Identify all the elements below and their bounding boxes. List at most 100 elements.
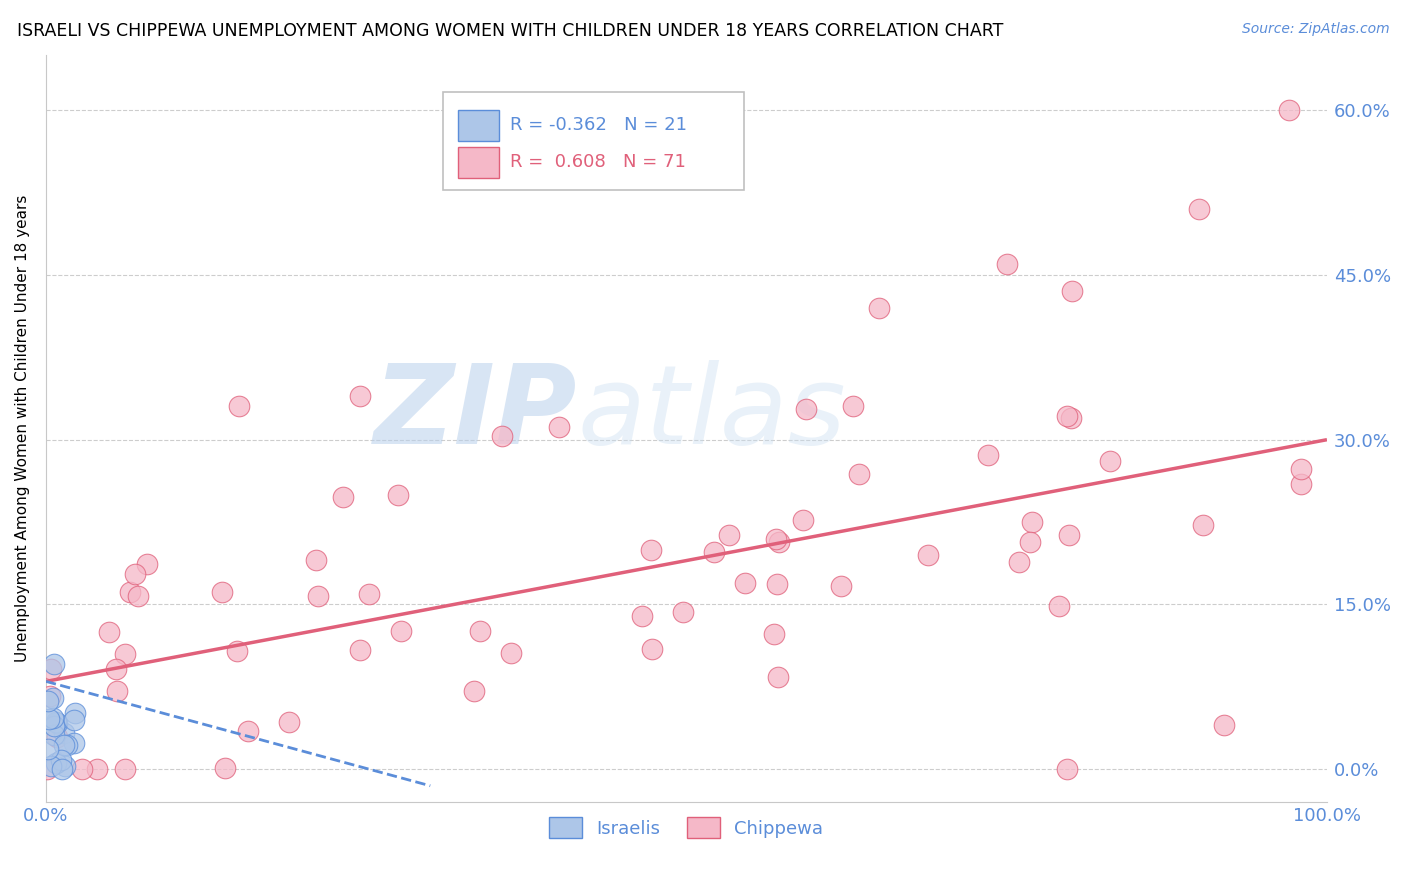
Point (127, 589, 149, 603)
Point (768, 670, 790, 684)
Point (830, 579, 852, 593)
Bar (458, 147, 499, 178)
Point (62, 713, 84, 727)
Point (672, 605, 695, 619)
Point (42, 657, 65, 672)
Bar (458, 110, 499, 141)
Point (763, 627, 786, 641)
Point (211, 585, 233, 599)
Point (307, 590, 329, 604)
Point (1056, 409, 1078, 424)
Point (51, 753, 73, 767)
Point (1188, 202, 1211, 216)
Point (118, 585, 141, 599)
Point (136, 557, 159, 571)
Point (1047, 599, 1070, 613)
Point (1060, 410, 1083, 425)
Point (42, 719, 65, 733)
Point (631, 609, 654, 624)
Point (868, 301, 890, 315)
Point (1056, 762, 1078, 776)
Point (46, 730, 69, 744)
Point (548, 420, 571, 434)
Text: R = -0.362   N = 21: R = -0.362 N = 21 (510, 116, 686, 134)
Text: ISRAELI VS CHIPPEWA UNEMPLOYMENT AMONG WOMEN WITH CHILDREN UNDER 18 YEARS CORREL: ISRAELI VS CHIPPEWA UNEMPLOYMENT AMONG W… (17, 22, 1004, 40)
Point (792, 513, 814, 527)
Point (387, 488, 409, 502)
Text: atlas: atlas (578, 360, 846, 467)
Point (214, 761, 236, 775)
Point (766, 576, 789, 591)
Point (39, 758, 62, 772)
Point (499, 646, 522, 660)
Text: R =  0.608   N = 71: R = 0.608 N = 71 (510, 153, 686, 171)
Point (1277, 103, 1299, 117)
Point (98, 624, 121, 639)
Point (842, 399, 865, 413)
Point (1099, 454, 1122, 468)
Y-axis label: Unemployment Among Women with Children Under 18 years: Unemployment Among Women with Children U… (15, 195, 30, 663)
Point (37, 741, 59, 756)
Point (357, 587, 380, 601)
Point (45, 756, 67, 771)
Point (39, 690, 62, 704)
Point (105, 662, 128, 676)
Point (768, 534, 790, 549)
Point (55, 759, 77, 773)
Point (1021, 515, 1043, 529)
Point (491, 429, 513, 443)
Point (305, 553, 328, 567)
Point (1291, 476, 1313, 491)
Point (1289, 462, 1312, 476)
Point (349, 389, 371, 403)
Point (114, 647, 136, 661)
Point (1060, 284, 1083, 298)
Point (52, 726, 75, 740)
Point (35, 762, 58, 776)
Point (39, 662, 62, 676)
Point (55, 738, 77, 752)
Point (463, 683, 485, 698)
Point (63, 736, 86, 750)
Point (63, 706, 86, 720)
Point (796, 402, 818, 417)
Text: Source: ZipAtlas.com: Source: ZipAtlas.com (1241, 22, 1389, 37)
Legend: Israelis, Chippewa: Israelis, Chippewa (543, 810, 831, 846)
Point (734, 576, 756, 591)
Point (236, 723, 259, 738)
Point (349, 643, 371, 657)
Point (332, 491, 354, 505)
Point (1192, 517, 1215, 532)
Point (38, 712, 60, 726)
Point (42, 691, 65, 706)
Point (917, 548, 939, 562)
Point (640, 641, 662, 656)
Point (1007, 555, 1029, 569)
Point (86, 762, 108, 776)
Point (995, 257, 1018, 271)
Point (42, 711, 65, 725)
Point (468, 624, 491, 639)
Point (1018, 535, 1040, 549)
Point (51, 762, 73, 776)
Point (389, 624, 412, 639)
Point (45, 714, 67, 729)
Point (42, 728, 65, 742)
Point (703, 545, 725, 559)
Point (226, 644, 249, 658)
Point (717, 528, 740, 542)
Point (46, 716, 69, 731)
FancyBboxPatch shape (443, 93, 744, 190)
Point (1213, 718, 1236, 732)
Point (1057, 528, 1080, 542)
Point (70, 762, 93, 776)
Point (977, 448, 1000, 462)
Point (277, 714, 299, 729)
Point (124, 567, 146, 582)
Point (105, 684, 128, 698)
Text: ZIP: ZIP (374, 360, 578, 467)
Point (765, 533, 787, 547)
Point (53, 738, 76, 752)
Point (640, 542, 662, 557)
Point (228, 399, 250, 413)
